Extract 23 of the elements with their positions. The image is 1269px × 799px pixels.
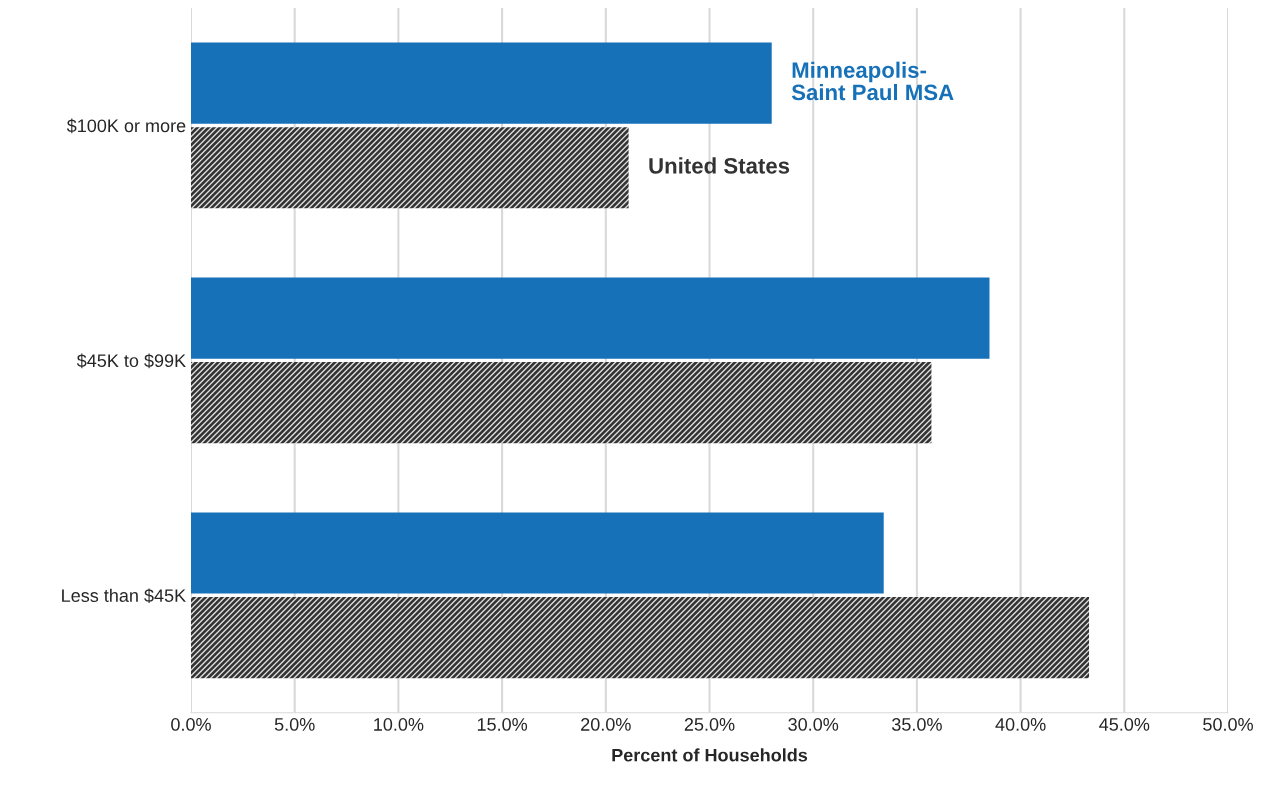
series-label: United States (649, 157, 790, 174)
bar (190, 362, 932, 444)
x-tick-label: 0.0% (171, 718, 211, 731)
bar (190, 277, 990, 359)
bar (190, 512, 884, 594)
x-tick-label: 40.0% (995, 718, 1046, 731)
bar (190, 42, 772, 124)
x-tick-label: 20.0% (581, 718, 631, 731)
y-tick-label: $100K or more (66, 118, 186, 134)
x-tick-label: 30.0% (788, 718, 839, 731)
x-tick-label: 10.0% (374, 718, 424, 731)
x-tick-label: 50.0% (1203, 718, 1253, 731)
series-label: Minneapolis- Saint Paul MSA (791, 61, 954, 101)
x-tick-label: 5.0% (274, 718, 315, 731)
bar (190, 127, 629, 209)
x-tick-label: 35.0% (892, 718, 942, 731)
x-tick-label: 45.0% (1099, 718, 1150, 731)
x-tick-label: 25.0% (684, 718, 735, 731)
x-tick-label: 15.0% (477, 718, 528, 731)
bar (190, 596, 1090, 679)
y-tick-label: Less than $45K (62, 588, 186, 604)
y-tick-label: $45K to $99K (76, 353, 186, 369)
x-axis-title: Percent of Households (612, 748, 808, 762)
